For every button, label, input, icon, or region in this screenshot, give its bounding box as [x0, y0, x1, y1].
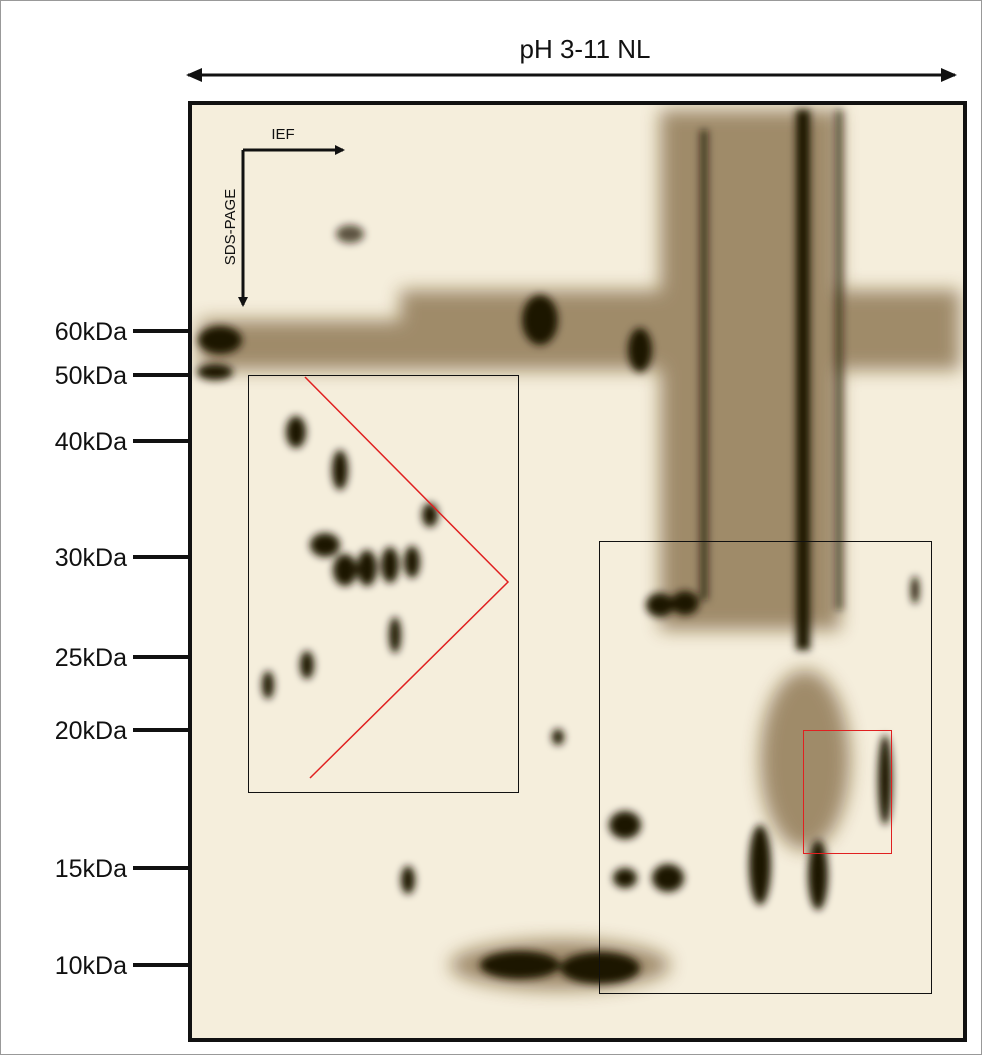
highlight-box [803, 730, 892, 854]
gel-image [190, 103, 965, 1040]
zoom-box [599, 541, 932, 994]
marker-label: 20kDa [55, 717, 127, 745]
marker-label: 40kDa [55, 428, 127, 456]
markers: 60kDa 50kDa 40kDa 30kDa 25kDa 20kDa 15kDa 10kDa [55, 318, 190, 980]
highlight-lines [304, 376, 510, 779]
title: pH 3-11 NL [519, 34, 650, 64]
marker-label: 25kDa [55, 644, 127, 672]
marker-label: 30kDa [55, 544, 127, 572]
marker-label: 50kDa [55, 362, 127, 390]
marker-label: 10kDa [55, 952, 127, 980]
marker-label: 60kDa [55, 318, 127, 346]
marker-label: 15kDa [55, 855, 127, 883]
ief-label: IEF [271, 126, 294, 143]
sds-label: SDS-PAGE [222, 189, 239, 265]
zoom-box [248, 375, 519, 793]
gel-border [188, 101, 967, 1042]
